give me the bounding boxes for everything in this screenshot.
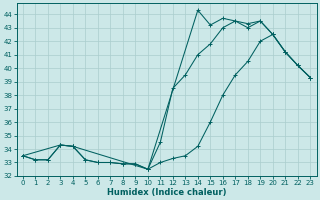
X-axis label: Humidex (Indice chaleur): Humidex (Indice chaleur) xyxy=(107,188,226,197)
